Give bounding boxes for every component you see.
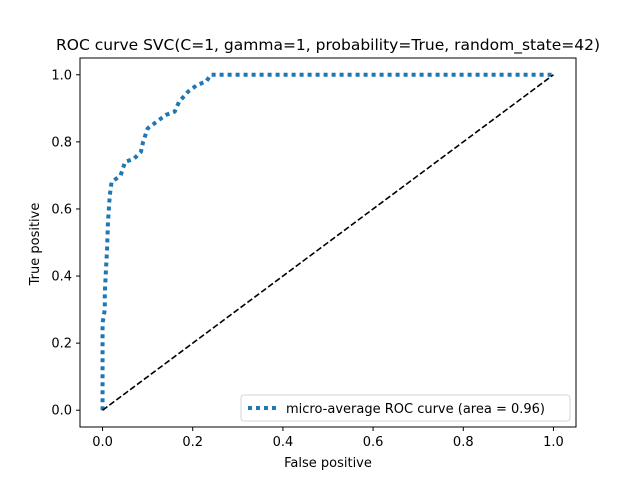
y-tick-label: 0.4 [51, 270, 72, 285]
x-tick-label: 0.0 [92, 435, 113, 450]
legend-box [240, 394, 571, 422]
y-tick-label: 0.6 [51, 202, 72, 217]
axes-frame [79, 57, 577, 428]
x-tick-label: 0.4 [273, 435, 294, 450]
x-tick-label: 1.0 [543, 435, 564, 450]
x-tick-label: 0.2 [182, 435, 203, 450]
chart-title: ROC curve SVC(C=1, gamma=1, probability=… [56, 36, 600, 55]
y-tick-label: 0.2 [51, 337, 72, 352]
legend: micro-average ROC curve (area = 0.96) [240, 394, 571, 422]
legend-label: micro-average ROC curve (area = 0.96) [286, 402, 545, 417]
y-tick-label: 0.8 [51, 135, 72, 150]
roc-curve-line [100, 72, 554, 411]
x-tick-label: 0.8 [453, 435, 474, 450]
y-tick-label: 1.0 [51, 68, 72, 83]
x-axis-label: False positive [284, 456, 372, 471]
plot-area: 0.0 0.2 0.4 0.6 0.8 1.0 0.0 0.2 0.4 0.6 0.8 1.0 [51, 57, 577, 450]
y-axis-label: True positive [28, 203, 43, 287]
x-tick-label: 0.6 [363, 435, 384, 450]
chance-diagonal-line [102, 74, 554, 411]
y-tick-label: 0.0 [51, 404, 72, 419]
